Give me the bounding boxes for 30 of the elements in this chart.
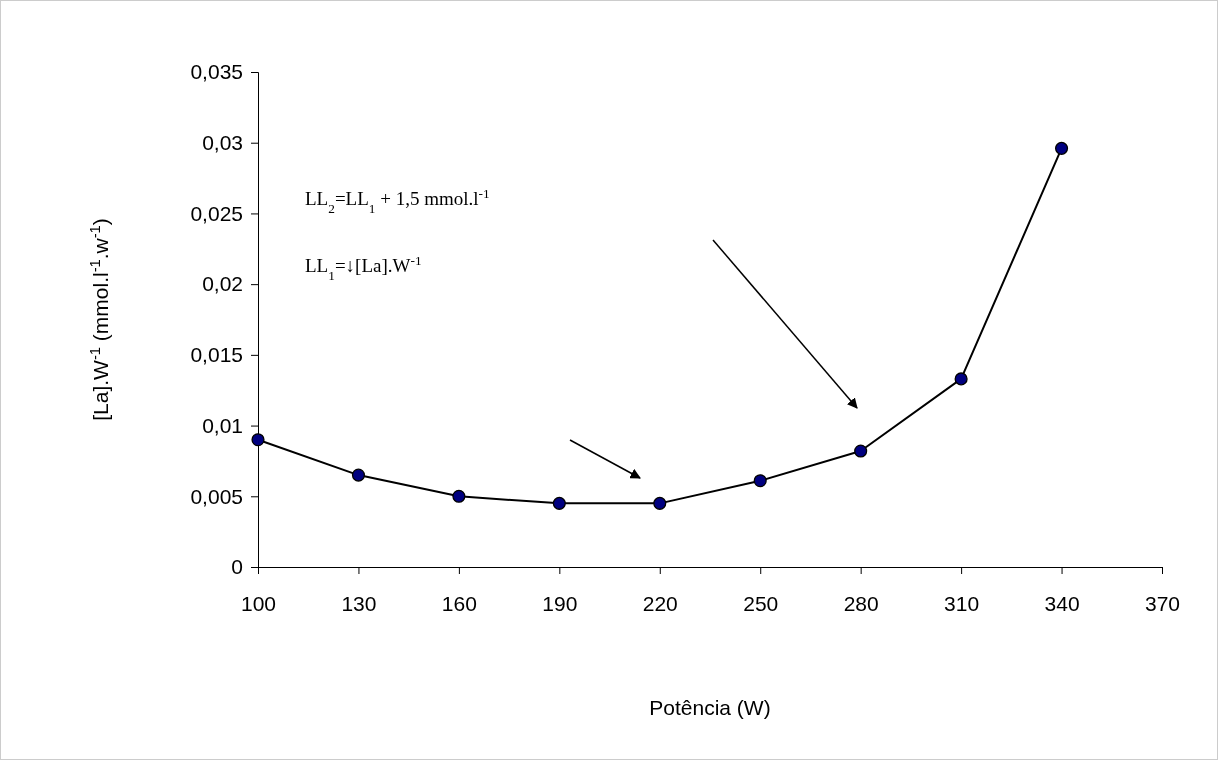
y-tick-label: 0,025 xyxy=(190,201,243,225)
x-tick-label: 100 xyxy=(240,591,277,615)
x-tick-label: 370 xyxy=(1144,591,1181,615)
y-tick-label: 0,01 xyxy=(202,413,243,437)
point xyxy=(251,433,265,447)
x-tick-label: 220 xyxy=(642,591,678,615)
x-tick-label: 280 xyxy=(843,591,879,615)
y-tick-label: 0,02 xyxy=(202,272,243,296)
y-tick-label: 0 xyxy=(231,555,243,579)
x-tick-label: 340 xyxy=(1044,591,1080,615)
y-tick-label: 0,005 xyxy=(190,484,243,508)
y-tick-label: 0,015 xyxy=(190,343,243,367)
x-tick-label: 190 xyxy=(542,591,578,615)
annotation: LL$_{2}$=LL$_{1}$ + 1,5 mmol.l$^{-1}$ xyxy=(305,185,490,216)
point xyxy=(452,489,466,503)
x-tick-label: 160 xyxy=(441,591,477,615)
x-tick-label: 310 xyxy=(944,591,980,615)
point xyxy=(753,474,767,488)
point xyxy=(552,496,566,510)
point xyxy=(1054,141,1069,155)
y-tick-label: 0,035 xyxy=(190,60,243,84)
point xyxy=(954,372,968,386)
y-tick-label: 0,03 xyxy=(202,130,243,154)
point xyxy=(653,496,667,510)
x-axis-title: Potência (W) xyxy=(649,696,771,719)
annotation: LL$_{1}$=↓[La].W$^{-1}$ xyxy=(305,252,422,283)
point xyxy=(351,468,366,482)
point xyxy=(854,444,868,458)
x-tick-label: 130 xyxy=(341,591,377,615)
x-tick-label: 250 xyxy=(743,591,779,615)
